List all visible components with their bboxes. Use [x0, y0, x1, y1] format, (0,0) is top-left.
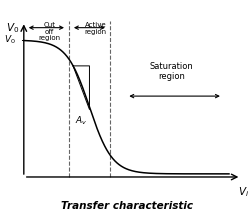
Text: Active
region: Active region	[85, 22, 107, 35]
Text: $V_0$: $V_0$	[6, 21, 19, 35]
Text: Saturation
region: Saturation region	[150, 61, 193, 81]
Text: $V_i$: $V_i$	[238, 185, 249, 199]
Text: $A_v$: $A_v$	[75, 114, 88, 127]
Text: Transfer characteristic: Transfer characteristic	[61, 201, 194, 211]
Text: Cut
off
region: Cut off region	[38, 22, 60, 41]
Text: $V_0$: $V_0$	[4, 34, 16, 46]
